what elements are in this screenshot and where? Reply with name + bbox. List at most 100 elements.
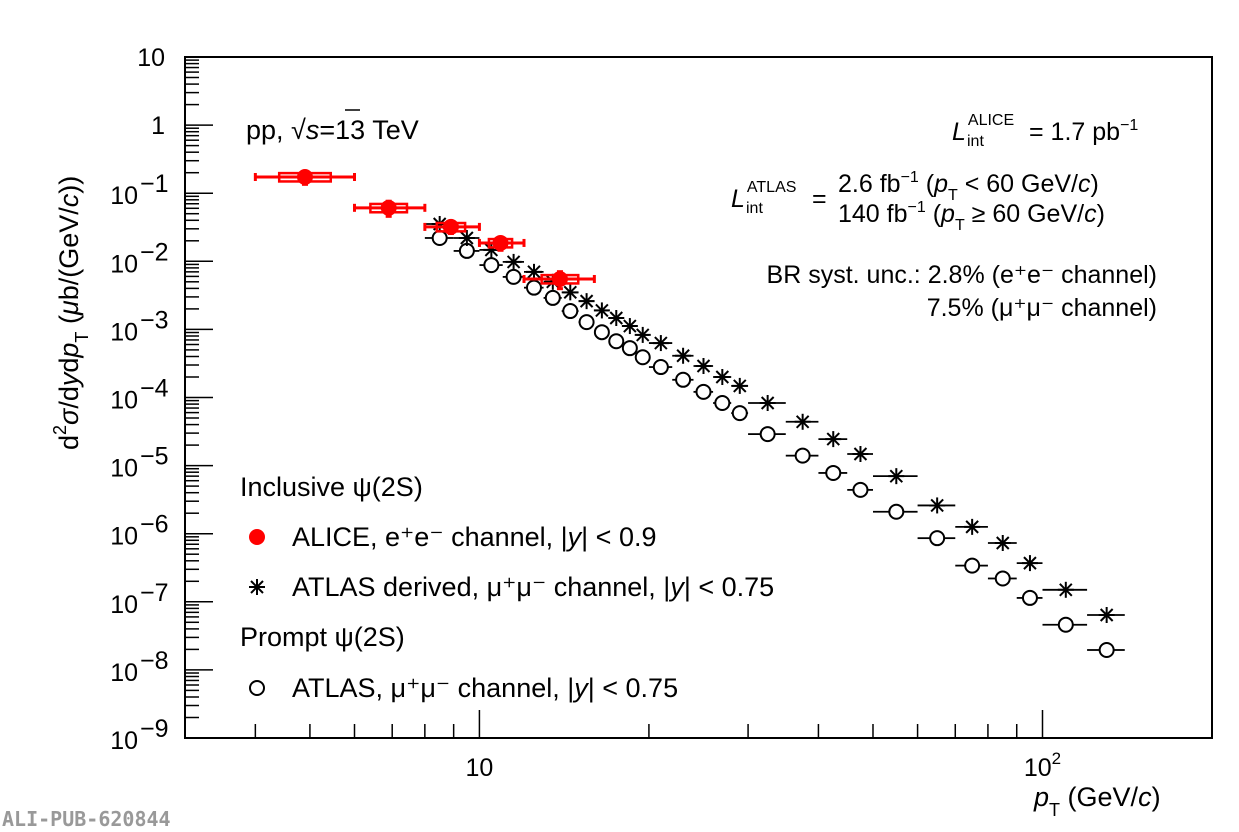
data-point <box>964 518 981 535</box>
data-point <box>431 229 448 246</box>
alice-luminosity-value: = 1.7 pb−1 <box>1029 117 1138 146</box>
asterisk-stroke <box>826 432 840 446</box>
x-axis-title: pT (GeV/c) <box>1033 782 1161 820</box>
data-point <box>852 481 869 498</box>
y-tick-exponent: −3 <box>140 306 169 334</box>
x-tick-label: 10 <box>466 754 494 782</box>
watermark: ALI-PUB-620844 <box>2 807 171 831</box>
data-point <box>994 535 1011 552</box>
legend-atlas-derived-marker <box>249 579 265 595</box>
legend-atlas-label: ATLAS, μ⁺μ⁻ channel, |y| < 0.75 <box>292 673 678 703</box>
alice-luminosity-sub: int <box>967 133 984 150</box>
data-point <box>675 347 692 364</box>
series-open-circle <box>424 229 1125 658</box>
legend-inclusive-header: Inclusive ψ(2S) <box>240 472 423 502</box>
data-point <box>1057 616 1074 633</box>
data-point <box>621 340 638 357</box>
data-point <box>759 395 776 412</box>
br-syst-line1: BR syst. unc.: 2.8% (e⁺e⁻ channel) <box>767 261 1157 289</box>
data-point <box>652 359 669 376</box>
y-tick-label: 10 <box>110 182 138 210</box>
y-tick-label: 10 <box>110 727 138 755</box>
y-axis-title: d2σ/dydpT (μb/(GeV/c)) <box>50 176 92 450</box>
y-tick-exponent: −2 <box>140 238 169 266</box>
data-point <box>562 303 579 320</box>
data-point <box>505 253 522 270</box>
data-point <box>652 335 669 352</box>
data-point <box>675 371 692 388</box>
asterisk-stroke <box>579 294 594 308</box>
data-point <box>731 377 748 394</box>
asterisk-stroke <box>1059 583 1073 597</box>
data-point <box>1021 589 1038 606</box>
atlas-luminosity-line2: 140 fb−1 (pT ≥ 60 GeV/c) <box>838 199 1105 234</box>
data-point <box>695 383 712 400</box>
asterisk-stroke <box>609 311 623 325</box>
energy-label: pp, √s=13 TeV <box>246 115 419 145</box>
data-point <box>578 314 595 331</box>
data-point <box>505 268 522 285</box>
asterisk-stroke <box>563 285 577 300</box>
data-point <box>525 263 542 280</box>
x-tick-label: 102 <box>1024 749 1061 782</box>
data-point <box>1057 581 1074 598</box>
y-tick-label: 10 <box>110 318 138 346</box>
data-point <box>578 293 595 310</box>
data-point <box>714 395 731 412</box>
y-tick-label: 10 <box>137 44 165 72</box>
data-point <box>731 405 748 422</box>
legend-atlas-derived-label: ATLAS derived, μ⁺μ⁻ channel, |y| < 0.75 <box>292 572 774 602</box>
asterisk-stroke <box>636 328 650 342</box>
asterisk-stroke <box>853 447 868 461</box>
y-tick-exponent: −1 <box>140 170 169 198</box>
y-tick-exponent: −9 <box>140 715 169 743</box>
y-tick-label: 10 <box>110 523 138 551</box>
data-point <box>442 218 459 235</box>
y-tick-label: 10 <box>110 659 138 687</box>
data-point <box>888 468 905 485</box>
legend-prompt-header: Prompt ψ(2S) <box>240 622 405 652</box>
atlas-luminosity-eq: = <box>812 185 827 213</box>
asterisk-stroke <box>760 396 775 410</box>
alice-luminosity: L ALICE <box>952 112 1014 146</box>
data-point <box>562 284 579 301</box>
data-point <box>929 497 946 514</box>
atlas-luminosity-sub: int <box>746 200 763 217</box>
data-point <box>492 234 509 251</box>
asterisk-stroke <box>460 231 474 245</box>
asterisk-stroke <box>930 498 944 513</box>
data-point <box>634 326 651 343</box>
data-point <box>1021 555 1038 572</box>
data-point <box>852 446 869 463</box>
asterisk-stroke <box>889 469 904 483</box>
data-point <box>794 413 811 430</box>
asterisk-stroke <box>1099 608 1114 622</box>
data-point <box>825 431 842 448</box>
atlas-luminosity-line1: 2.6 fb−1 (pT < 60 GeV/c) <box>838 169 1099 204</box>
data-point <box>929 530 946 547</box>
data-point <box>1098 606 1115 623</box>
data-point <box>714 368 731 385</box>
asterisk-stroke <box>527 265 541 279</box>
asterisk-stroke <box>965 520 979 534</box>
asterisk-stroke <box>795 415 810 429</box>
legend: Inclusive ψ(2S) ALICE, e⁺e⁻ channel, |y|… <box>240 472 774 703</box>
data-point <box>458 229 475 246</box>
data-point <box>759 426 776 443</box>
x-tick-exponent: 2 <box>1052 749 1061 768</box>
data-point <box>593 324 610 341</box>
asterisk-stroke <box>733 379 747 393</box>
br-syst-line2: 7.5% (μ⁺μ⁻ channel) <box>927 294 1157 322</box>
y-tick-exponent: −7 <box>140 579 169 607</box>
legend-alice-label: ALICE, e⁺e⁻ channel, |y| < 0.9 <box>292 522 657 552</box>
asterisk-stroke <box>654 336 668 350</box>
data-point <box>1098 641 1115 658</box>
y-tick-label: 10 <box>110 591 138 619</box>
data-point <box>695 358 712 375</box>
y-tick-exponent: −4 <box>140 375 169 403</box>
y-tick-label: 1 <box>151 112 165 140</box>
y-tick-label: 10 <box>110 250 138 278</box>
data-point <box>608 333 625 350</box>
